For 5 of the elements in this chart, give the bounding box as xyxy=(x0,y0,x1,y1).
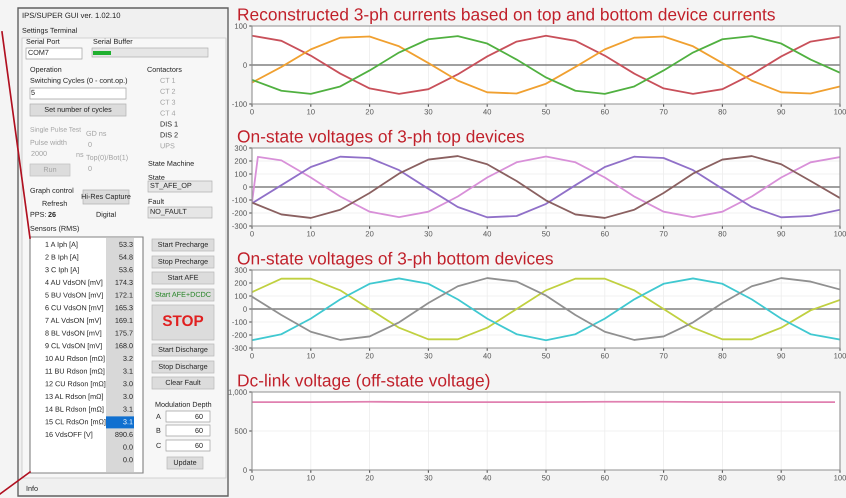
chart-title: Dc-link voltage (off-state voltage) xyxy=(238,374,490,390)
chart-title: Reconstructed 3-ph currents based on top and bottom device currents xyxy=(238,8,775,24)
chart-title: On-state voltages of 3-ph bottom devices xyxy=(238,252,553,268)
chart-title: On-state voltages of 3-ph top devices xyxy=(238,130,524,146)
text: STOP xyxy=(162,315,204,326)
